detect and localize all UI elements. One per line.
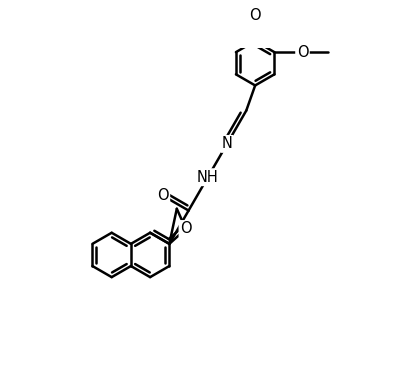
Text: O: O [249, 9, 261, 23]
Text: NH: NH [197, 170, 219, 185]
Text: O: O [157, 188, 169, 203]
Text: O: O [297, 45, 308, 60]
Text: N: N [222, 137, 233, 151]
Text: O: O [180, 222, 192, 236]
